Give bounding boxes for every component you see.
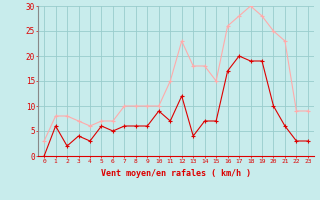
X-axis label: Vent moyen/en rafales ( km/h ): Vent moyen/en rafales ( km/h ) [101, 169, 251, 178]
